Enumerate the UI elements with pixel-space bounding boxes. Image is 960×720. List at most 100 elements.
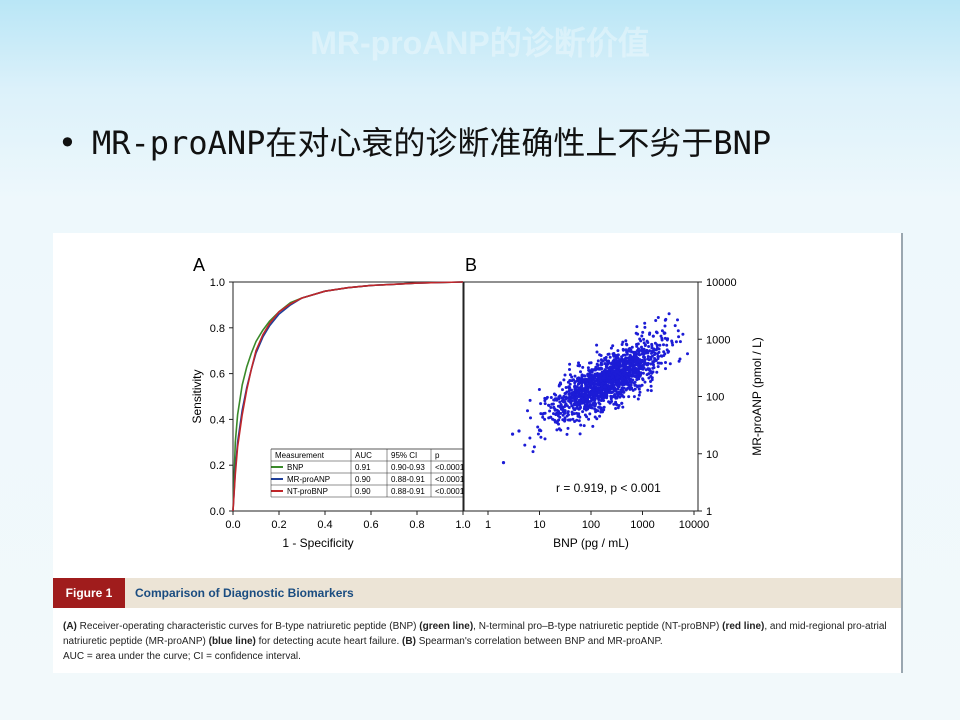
scatter-point: [558, 400, 562, 404]
scatter-point: [596, 372, 599, 375]
legend-ci: 0.88-0.91: [391, 487, 425, 496]
scatter-point: [653, 341, 657, 345]
scatter-point: [564, 386, 568, 389]
panel-b-xtick-label: 1000: [630, 519, 654, 531]
scatter-point: [597, 401, 601, 405]
scatter-point: [595, 343, 599, 347]
scatter-point: [654, 319, 658, 322]
scatter-point: [596, 364, 600, 367]
scatter-point: [660, 329, 664, 333]
scatter-point: [637, 387, 641, 391]
caption-green: (green line): [419, 621, 474, 632]
scatter-point: [599, 354, 603, 357]
scatter-point: [595, 350, 599, 354]
scatter-point: [555, 408, 559, 412]
scatter-point: [647, 376, 651, 380]
scatter-point: [570, 375, 574, 379]
scatter-point: [606, 379, 610, 383]
scatter-point: [618, 395, 622, 399]
scatter-point: [577, 361, 580, 365]
scatter-point: [666, 337, 670, 341]
scatter-point: [633, 380, 637, 384]
scatter-point: [601, 359, 605, 363]
scatter-point: [646, 355, 650, 358]
scatter-point: [656, 357, 660, 361]
scatter-point: [627, 369, 631, 373]
scatter-point: [649, 389, 653, 393]
scatter-point: [625, 375, 629, 379]
scatter-point: [598, 414, 602, 418]
slide-title: MR-proANP的诊断价值: [310, 25, 650, 61]
scatter-point: [649, 384, 653, 388]
scatter-point: [625, 343, 629, 347]
scatter-point: [539, 435, 543, 439]
scatter-point: [624, 339, 628, 343]
scatter-point: [571, 396, 575, 400]
scatter-point: [593, 376, 597, 380]
figure-panel: A 0.0 0.2 0.4 0.6 0.8 1.0 0.0 0.2 0.4 0.6 0.8 1.0 1 -…: [53, 233, 903, 673]
scatter-point: [643, 349, 647, 353]
scatter-point: [574, 393, 578, 397]
scatter-point: [650, 351, 653, 355]
scatter-point: [642, 337, 646, 341]
scatter-point: [570, 388, 573, 392]
scatter-point: [559, 428, 563, 432]
scatter-point: [614, 407, 618, 410]
panel-b-ytick-label: 10000: [706, 277, 737, 289]
bullet-item: • MR-proANP在对心衰的诊断准确性上不劣于BNP: [58, 118, 771, 164]
scatter-point: [567, 386, 571, 390]
scatter-point: [529, 416, 532, 420]
scatter-point: [573, 420, 577, 423]
scatter-point: [599, 379, 603, 383]
scatter-point: [564, 402, 568, 406]
scatter-point: [612, 402, 616, 406]
scatter-point: [592, 392, 596, 396]
panel-b-xtick-label: 100: [582, 519, 600, 531]
scatter-point: [596, 380, 600, 384]
scatter-point: [598, 387, 602, 391]
scatter-point: [573, 387, 577, 391]
scatter-point: [621, 387, 625, 391]
scatter-point: [531, 450, 535, 454]
scatter-point: [605, 393, 609, 397]
panel-a-xtick-label: 0.6: [363, 519, 378, 531]
scatter-point: [501, 461, 506, 465]
scatter-point: [571, 417, 575, 421]
scatter-point: [656, 365, 660, 369]
scatter-point: [568, 368, 571, 371]
scatter-point: [568, 382, 572, 386]
scatter-point: [595, 388, 599, 392]
caption-a-tag: (A): [63, 621, 77, 632]
scatter-point: [620, 343, 624, 346]
scatter-point: [566, 413, 570, 417]
scatter-point: [611, 359, 615, 363]
scatter-point: [673, 324, 677, 328]
scatter-point: [612, 369, 616, 373]
scatter-point: [594, 408, 598, 412]
scatter-point: [603, 356, 607, 360]
scatter-point: [638, 374, 642, 378]
scatter-point: [555, 428, 559, 432]
scatter-point: [596, 359, 600, 363]
scatter-point: [628, 360, 632, 364]
legend-header: 95% CI: [391, 451, 417, 460]
scatter-point: [562, 378, 566, 382]
scatter-point: [591, 424, 595, 428]
scatter-point: [577, 419, 581, 423]
scatter-point: [642, 359, 646, 363]
legend-auc: 0.91: [355, 463, 371, 472]
scatter-point: [566, 426, 570, 430]
scatter-point: [587, 406, 590, 409]
scatter-point: [549, 415, 553, 419]
scatter-point: [625, 379, 629, 383]
scatter-point: [584, 408, 588, 412]
scatter-point: [641, 371, 645, 375]
scatter-point: [681, 332, 685, 336]
scatter-point: [609, 384, 613, 388]
scatter-point: [608, 355, 612, 359]
scatter-point: [588, 385, 592, 389]
panel-b-ytick-label: 1: [706, 506, 712, 518]
scatter-point: [616, 359, 620, 363]
scatter-point: [609, 346, 613, 350]
scatter-point: [671, 343, 675, 347]
